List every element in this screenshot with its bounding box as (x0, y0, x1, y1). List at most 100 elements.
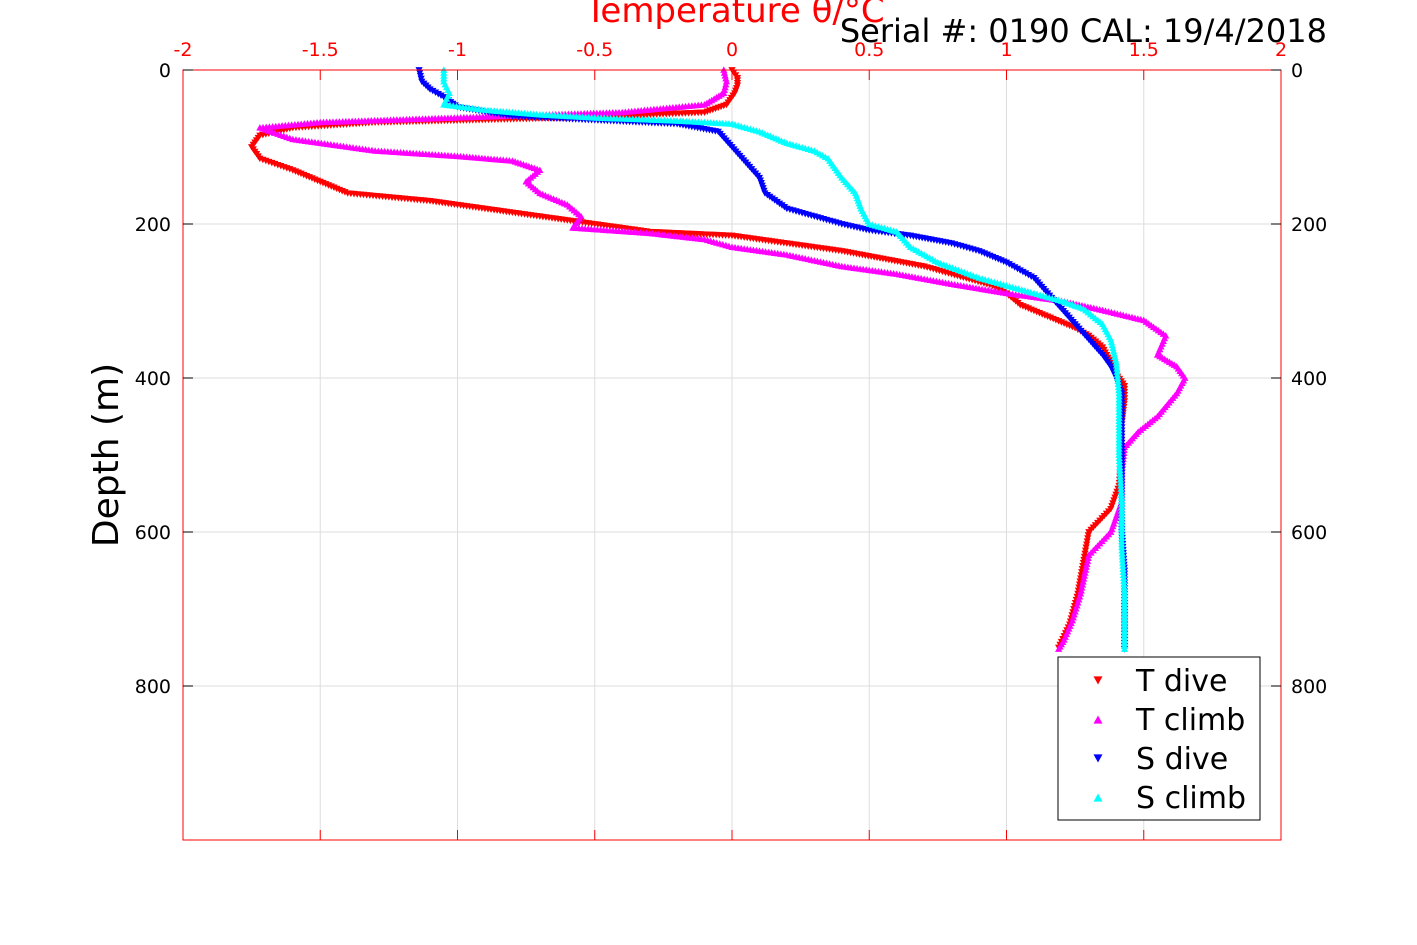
chart-title: Serial #: 0190 CAL: 19/4/2018 (840, 12, 1327, 50)
data-point (1112, 359, 1120, 366)
y-tick-label-right: 600 (1291, 522, 1327, 544)
data-point (1079, 578, 1087, 585)
data-point (1115, 457, 1124, 465)
data-point (1117, 485, 1125, 492)
data-point (1120, 645, 1129, 652)
legend-label: S climb (1136, 781, 1246, 816)
data-point (722, 75, 730, 82)
data-points (248, 66, 1189, 653)
data-point (1110, 350, 1118, 357)
x-tick-label: -1.5 (302, 39, 339, 61)
x-tick-label: 0 (726, 39, 738, 61)
data-point (1078, 581, 1087, 588)
data-point (1117, 488, 1125, 495)
data-point (1113, 368, 1121, 375)
y-tick-label-right: 800 (1291, 676, 1327, 698)
legend-marker (1093, 754, 1103, 763)
data-point (720, 69, 729, 76)
legend-label: T climb (1135, 703, 1245, 738)
data-point (1118, 549, 1126, 557)
data-point (1116, 472, 1124, 480)
data-point (1119, 565, 1127, 572)
y-tick-label-left: 800 (135, 676, 171, 698)
data-point (1114, 374, 1122, 381)
data-point (1115, 386, 1123, 394)
data-point (1120, 586, 1128, 594)
data-point (1119, 562, 1127, 569)
data-point (1117, 482, 1125, 489)
legend-marker (1093, 676, 1103, 685)
x-tick-label: 0.5 (854, 39, 884, 61)
data-point (1083, 560, 1091, 567)
y-axis-title: Depth (m) (86, 363, 127, 547)
data-point (1120, 580, 1128, 588)
legend: T dive T climb S dive S climb (1057, 656, 1261, 821)
data-point (1114, 380, 1122, 388)
legend-box (1057, 656, 1261, 821)
data-point (1055, 645, 1063, 652)
data-point (1112, 362, 1121, 369)
legend-marker (1093, 715, 1103, 724)
y-tick-label-left: 400 (135, 368, 171, 390)
data-point (1085, 551, 1093, 558)
data-point (1107, 338, 1116, 346)
data-point (1082, 563, 1090, 570)
data-point (1084, 554, 1092, 561)
data-point (1114, 383, 1123, 391)
x-tick-label: 1 (1000, 39, 1012, 61)
data-point (1116, 466, 1124, 474)
data-point (1118, 494, 1126, 501)
data-point (720, 86, 729, 94)
data-point (1080, 575, 1088, 582)
x-axis-title: Temperature θ/°C (584, 0, 884, 31)
data-point (1118, 546, 1126, 554)
data-point (1119, 571, 1128, 578)
y-tick-label-right: 400 (1291, 368, 1327, 390)
x-tick-label: 2 (1275, 39, 1287, 61)
data-point (1083, 557, 1092, 564)
legend-marker (1093, 793, 1103, 802)
data-point (1115, 451, 1123, 458)
data-point (1120, 583, 1128, 591)
data-point (1117, 479, 1125, 486)
y-tick-label-left: 200 (135, 214, 171, 236)
data-point (1108, 341, 1116, 349)
data-point (1119, 568, 1127, 575)
data-point (1117, 491, 1126, 498)
data-point (1120, 577, 1128, 585)
data-point (1082, 566, 1090, 573)
legend-label: T dive (1135, 664, 1227, 699)
data-point (1116, 463, 1124, 471)
y-tick-label-right: 0 (1291, 60, 1303, 82)
data-point (1114, 377, 1122, 384)
data-point (1081, 569, 1089, 576)
data-point (1113, 371, 1121, 378)
data-point (1120, 574, 1128, 582)
x-tick-label: -1 (448, 39, 467, 61)
x-tick-label: -0.5 (576, 39, 613, 61)
data-point (1115, 460, 1124, 468)
data-point (1116, 469, 1124, 477)
y-tick-label-left: 0 (159, 60, 171, 82)
legend-label: S dive (1136, 742, 1228, 777)
y-tick-label-right: 200 (1291, 214, 1327, 236)
data-point (1115, 454, 1123, 461)
series-s-climb (440, 66, 1129, 652)
data-point (1107, 335, 1115, 343)
data-point (721, 83, 729, 91)
data-point (1111, 353, 1119, 360)
data-point (1118, 553, 1126, 560)
x-tick-label: -2 (174, 39, 193, 61)
data-point (1118, 543, 1126, 551)
data-point (1116, 476, 1125, 483)
data-point (1109, 344, 1117, 352)
data-point (1080, 572, 1089, 579)
data-point (1113, 365, 1121, 372)
data-point (1118, 556, 1127, 563)
data-point (1112, 356, 1120, 363)
data-point (1077, 587, 1085, 594)
data-point (722, 77, 731, 85)
data-point (1109, 347, 1118, 354)
